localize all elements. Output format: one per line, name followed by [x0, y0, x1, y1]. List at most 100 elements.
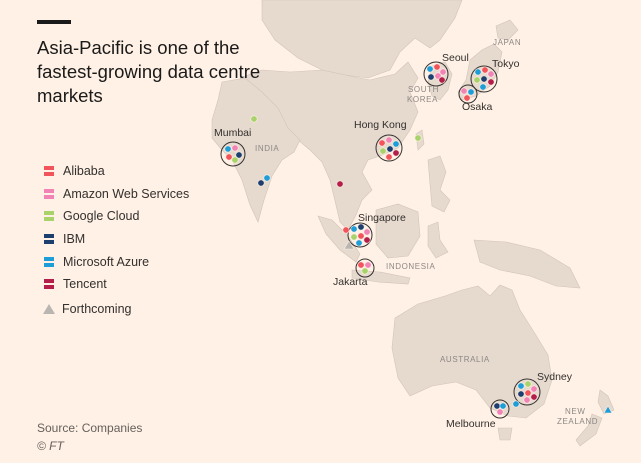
legend-swatch: [44, 211, 54, 222]
dot: [235, 151, 243, 159]
legend-item-google-cloud: Google Cloud: [44, 205, 189, 228]
ring-tokyo: [470, 65, 498, 93]
dot: [512, 400, 520, 408]
label-australia: AUSTRALIA: [440, 355, 490, 364]
dot: [263, 174, 271, 182]
source-note: Source: Companies: [37, 421, 143, 435]
dot: [355, 239, 363, 247]
legend-label: Tencent: [63, 277, 107, 292]
dot: [474, 68, 482, 76]
tasmania: [497, 427, 513, 441]
dot: [433, 63, 441, 71]
dot: [524, 389, 532, 397]
label-south: SOUTH: [408, 85, 439, 94]
label-zealand: ZEALAND: [557, 417, 598, 426]
ring-seoul: [423, 61, 449, 87]
dot: [231, 144, 239, 152]
forthcoming-marker: [603, 405, 613, 414]
dot: [523, 396, 531, 404]
dot: [385, 136, 393, 144]
city-melbourne: Melbourne: [446, 418, 496, 430]
triangle-icon: [43, 303, 55, 314]
dot: [438, 76, 446, 84]
legend: Alibaba Amazon Web Services Google Cloud…: [43, 160, 189, 320]
dot: [350, 233, 358, 241]
title-rule: [37, 20, 71, 24]
japan-hokkaido: [495, 19, 519, 41]
legend-swatch: [44, 256, 54, 267]
ring-mumbai: [220, 141, 246, 167]
dot: [517, 390, 525, 398]
ring-melbourne: [490, 399, 510, 419]
city-singapore: Singapore: [358, 212, 406, 224]
dot: [467, 88, 475, 96]
legend-item-ibm: IBM: [44, 228, 189, 251]
dot: [361, 267, 369, 275]
city-jakarta: Jakarta: [333, 276, 368, 288]
mainland-asia: [261, 0, 463, 79]
dot: [480, 75, 488, 83]
dot: [487, 78, 495, 86]
dot: [224, 145, 232, 153]
dot: [499, 402, 507, 410]
sumatra: [317, 215, 361, 263]
legend-label: Google Cloud: [63, 209, 140, 224]
sulawesi: [427, 221, 449, 259]
legend-label: Alibaba: [63, 164, 105, 179]
legend-swatch: [44, 234, 54, 245]
dot: [379, 147, 387, 155]
ring-hong-kong: [375, 134, 403, 162]
dot: [414, 134, 422, 142]
city-hong-kong: Hong Kong: [354, 119, 407, 131]
label-india: INDIA: [255, 144, 279, 153]
label-japan: JAPAN: [493, 38, 521, 47]
label-indonesia: INDONESIA: [386, 262, 435, 271]
dot: [385, 153, 393, 161]
legend-label: Amazon Web Services: [63, 186, 190, 201]
legend-item-aws: Amazon Web Services: [44, 183, 189, 206]
city-tokyo: Tokyo: [492, 58, 520, 70]
dot: [357, 223, 365, 231]
ring-osaka: [458, 84, 478, 104]
dot: [392, 140, 400, 148]
dot: [225, 153, 233, 161]
legend-item-microsoft-azure: Microsoft Azure: [44, 250, 189, 273]
dot: [496, 408, 504, 416]
city-sydney: Sydney: [537, 371, 573, 383]
dot: [250, 115, 258, 123]
dot: [231, 156, 239, 164]
label-korea: KOREA: [407, 95, 438, 104]
label-new: NEW: [565, 407, 585, 416]
page-title: Asia-Pacific is one of the fastest-growi…: [37, 37, 261, 106]
data-centre-dots: [224, 63, 613, 416]
dot: [530, 393, 538, 401]
new-zealand-south: [575, 413, 603, 447]
dot: [481, 66, 489, 74]
dot: [350, 225, 358, 233]
city-seoul: Seoul: [442, 52, 469, 64]
ring-jakarta: [355, 258, 375, 278]
dot: [257, 179, 265, 187]
philippines: [427, 155, 451, 213]
borneo: [375, 203, 421, 259]
dot: [463, 94, 471, 102]
ring-sydney: [513, 378, 541, 406]
dot: [524, 380, 532, 388]
forthcoming-marker: [343, 240, 355, 250]
india: [211, 77, 301, 223]
dot: [378, 139, 386, 147]
australia: [391, 284, 553, 419]
dot: [530, 385, 538, 393]
dot: [439, 68, 447, 76]
dot: [487, 70, 495, 78]
landmass: [211, 0, 615, 447]
dot: [460, 87, 468, 95]
dot: [357, 232, 365, 240]
ring-singapore: [347, 222, 373, 248]
dot: [473, 76, 481, 84]
dot: [342, 226, 350, 234]
legend-item-tencent: Tencent: [44, 273, 189, 296]
city-osaka: Osaka: [462, 101, 493, 113]
dot: [493, 402, 501, 410]
